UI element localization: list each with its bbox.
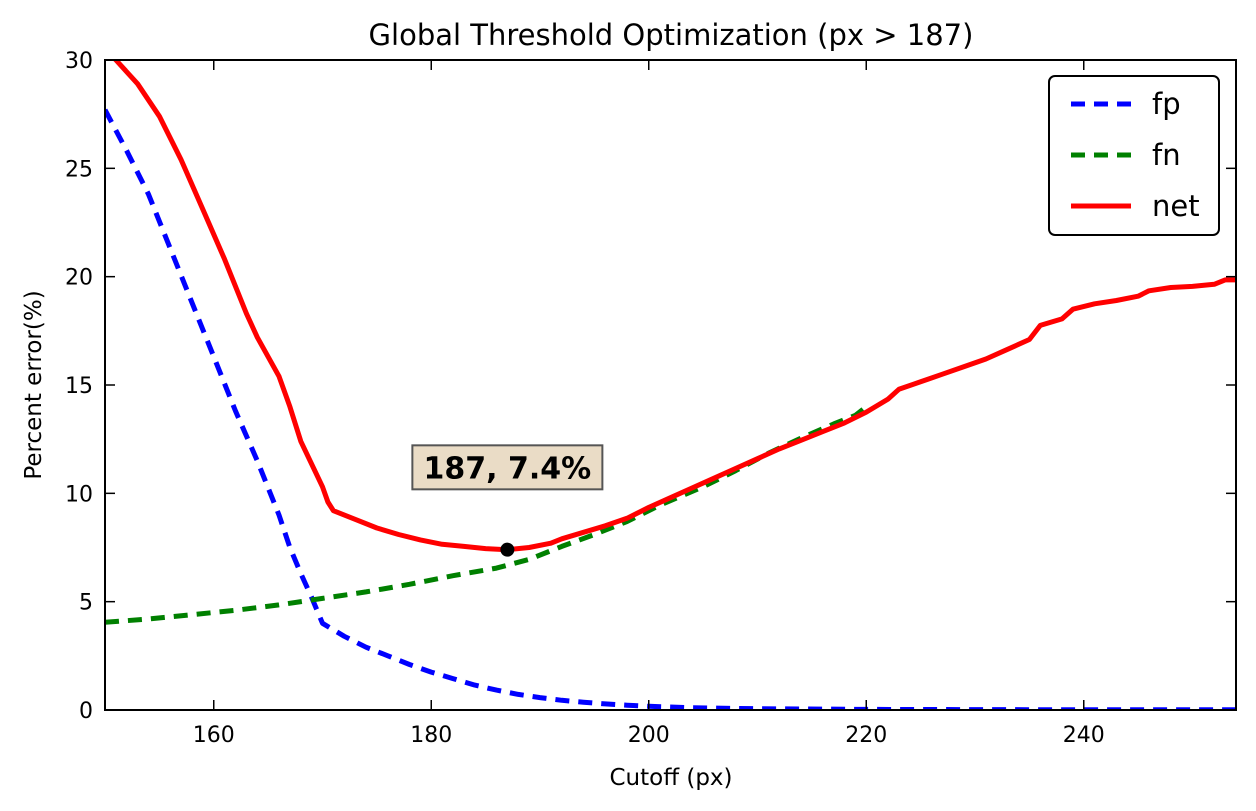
x-tick-label: 200 bbox=[628, 723, 670, 748]
series-layer bbox=[105, 60, 1236, 710]
minimum-marker bbox=[500, 542, 515, 557]
series-line-fp bbox=[105, 108, 1236, 710]
annotation-box bbox=[411, 444, 604, 491]
y-tick-label: 15 bbox=[65, 374, 93, 399]
legend-label-fn: fn bbox=[1152, 138, 1181, 172]
x-tick-label: 220 bbox=[845, 723, 887, 748]
legend-label-fp: fp bbox=[1152, 87, 1181, 121]
y-tick-label: 10 bbox=[65, 482, 93, 507]
ticks-layer: 160 180 200 220 240 0 5 10 15 20 25 30 bbox=[65, 49, 1236, 748]
y-tick-label: 20 bbox=[65, 266, 93, 291]
legend-label-net: net bbox=[1152, 189, 1200, 223]
x-tick-label: 180 bbox=[410, 723, 452, 748]
plot-frame bbox=[104, 59, 1237, 711]
y-tick-label: 0 bbox=[79, 699, 93, 724]
y-axis-label: Percent error(%) bbox=[21, 290, 47, 479]
y-tick-label: 5 bbox=[79, 591, 93, 616]
chart-title: Global Threshold Optimization (px > 187) bbox=[369, 18, 974, 52]
legend-box bbox=[1048, 75, 1220, 236]
legend: fp fn net bbox=[1048, 75, 1220, 236]
x-tick-label: 160 bbox=[193, 723, 235, 748]
series-line-net bbox=[112, 60, 1236, 553]
annotation-label: 187, 7.4% bbox=[424, 451, 592, 486]
y-tick-label: 30 bbox=[65, 49, 93, 74]
series-line-fn bbox=[105, 404, 868, 625]
y-tick-label: 25 bbox=[65, 157, 93, 182]
annotation-layer: 187, 7.4% bbox=[411, 444, 604, 491]
marker-layer bbox=[500, 542, 515, 557]
x-axis-label: Cutoff (px) bbox=[609, 765, 732, 791]
x-tick-label: 240 bbox=[1063, 723, 1105, 748]
